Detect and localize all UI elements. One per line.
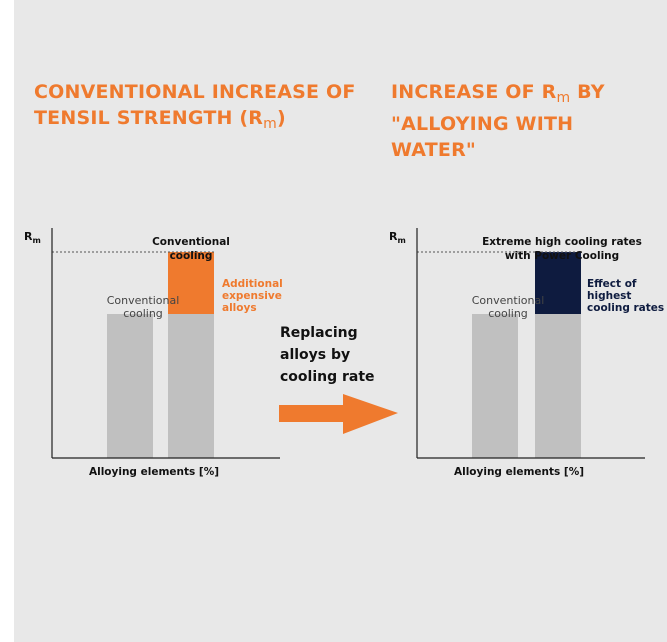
replacing-alloys-label: Replacing alloys by cooling rate [280, 322, 390, 388]
segment-annotation: Additional [222, 278, 283, 290]
bar-label-conventional: cooling [123, 307, 163, 320]
bar-label-conventional: cooling [488, 307, 528, 320]
segment-annotation: cooling rates [587, 302, 664, 314]
bar-base [535, 314, 581, 458]
replacing-line-2: alloys by [280, 347, 351, 363]
bar-label-top: Conventional [152, 236, 230, 248]
segment-annotation: expensive [222, 290, 282, 302]
replacing-line-1: Replacing [280, 325, 358, 341]
segment-annotation: Effect of [587, 278, 637, 290]
replacing-line-3: cooling rate [280, 369, 375, 385]
segment-annotation: highest [587, 290, 631, 302]
bar-label-top: Extreme high cooling rates [482, 236, 642, 248]
bar-label-top: cooling [170, 250, 213, 262]
right-heading: INCREASE OF Rm BY "ALLOYING WITH WATER" [391, 81, 605, 161]
y-axis-label: Rm [24, 230, 41, 245]
bar-increase-segment [535, 252, 581, 314]
bar-increase-segment [168, 252, 214, 314]
y-axis-label-subscript: m [32, 236, 40, 245]
x-axis-label: Alloying elements [%] [454, 466, 584, 478]
bar-label-top: with Power Cooling [505, 250, 619, 262]
bar-base [472, 314, 518, 458]
right-arrow-icon [279, 394, 398, 434]
bar-base [107, 314, 153, 458]
bar-base [168, 314, 214, 458]
left-heading: CONVENTIONAL INCREASE OF TENSIL STRENGTH… [34, 81, 356, 132]
x-axis-label: Alloying elements [%] [89, 466, 219, 478]
segment-annotation: alloys [222, 302, 257, 314]
y-axis-label-subscript: m [397, 236, 405, 245]
bar-label-conventional: Conventional [472, 294, 545, 307]
y-axis-label: Rm [389, 230, 406, 245]
bar-label-conventional: Conventional [107, 294, 180, 307]
